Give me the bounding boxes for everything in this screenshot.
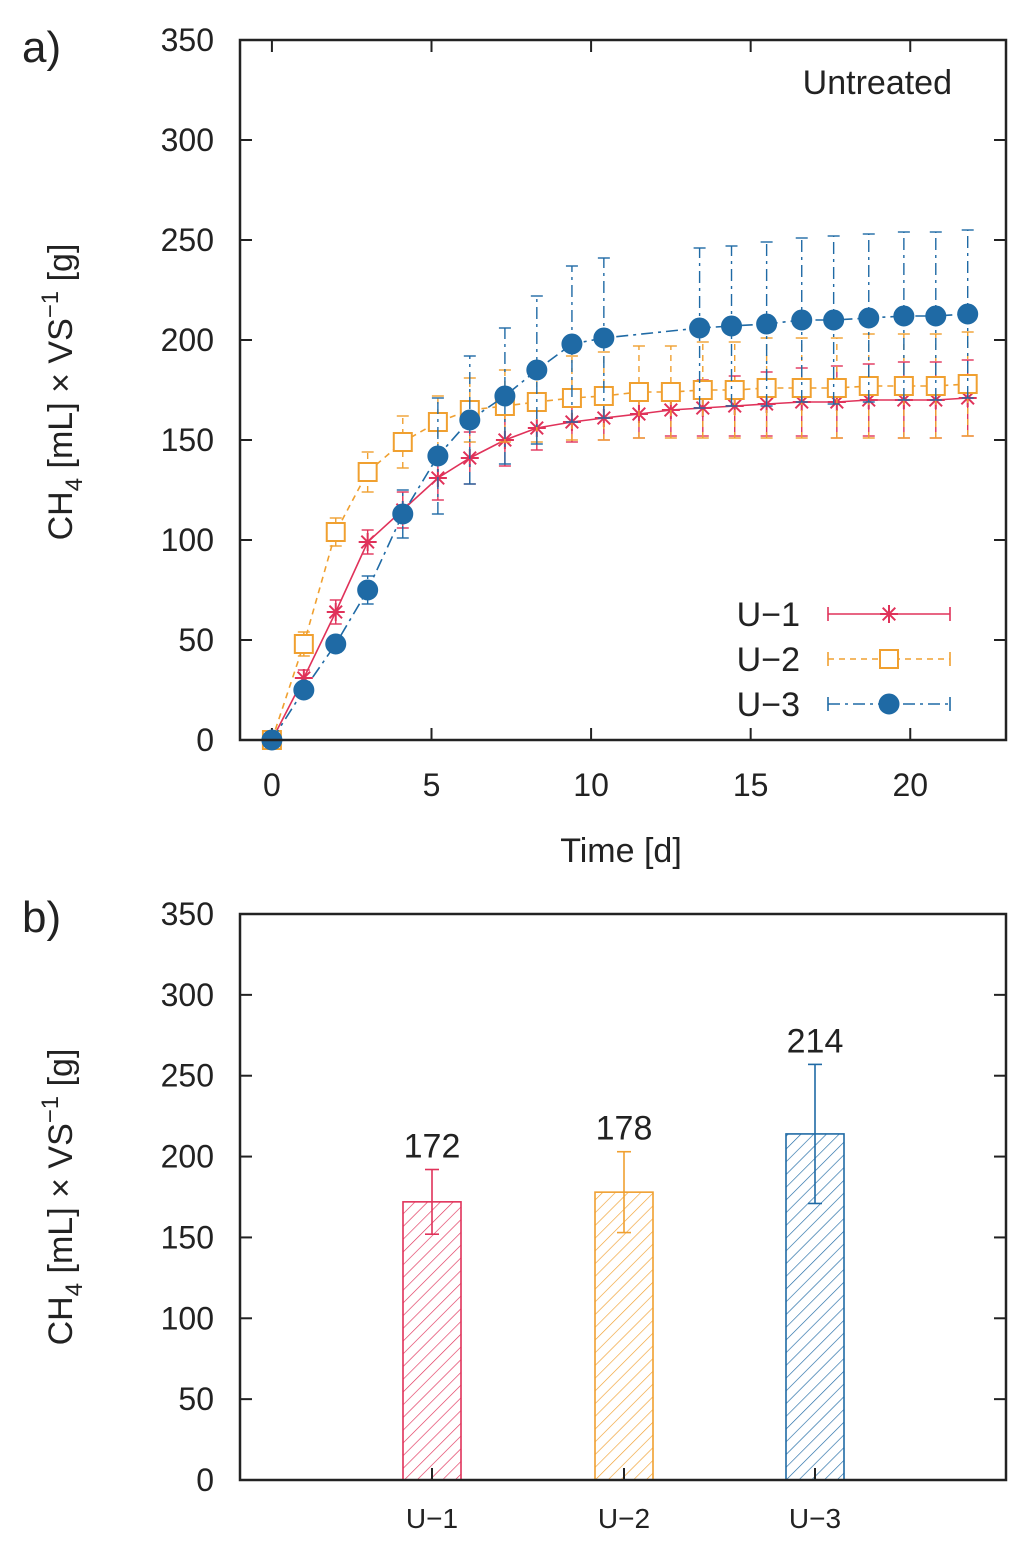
data-point (957, 303, 979, 325)
data-point (459, 409, 481, 431)
error-bar (463, 355, 476, 485)
panel-b-y-ticks: 0 50 100 150 200 250 300 350 (161, 896, 1006, 1498)
panel-b-y-axis-title: CH4 [mL] × VS−1 [g] (37, 1049, 88, 1346)
data-point (325, 633, 347, 655)
panel-b-bars: 172 U−1 178 U−2 214 U−3 (402, 1022, 845, 1534)
y-tick-label: 200 (161, 1139, 214, 1175)
bar-value-label: 172 (404, 1128, 461, 1166)
y-tick-label: 100 (161, 522, 214, 558)
legend-label: U−2 (737, 641, 800, 679)
y-tick-label: 300 (161, 122, 214, 158)
data-point (628, 382, 649, 402)
bar-group-u-1: 172 U−1 (402, 1128, 462, 1534)
data-point (293, 679, 315, 701)
data-point (357, 462, 378, 482)
y-tick-label: 350 (161, 896, 214, 932)
error-bar (396, 489, 409, 539)
bar-group-u-3: 214 U−3 (785, 1022, 845, 1534)
series-u-3 (261, 229, 979, 751)
y-tick-label: 50 (178, 622, 214, 658)
panel-a-plot-frame (238, 38, 1008, 742)
legend-label: U−1 (737, 596, 800, 634)
x-tick-label: U−1 (406, 1503, 458, 1534)
y-tick-label: 50 (178, 1381, 214, 1417)
panel-a-legend: U−1 U−2 U−3 (737, 596, 951, 724)
data-point (293, 634, 314, 654)
data-point (724, 380, 745, 400)
x-tick-label: 0 (263, 767, 281, 803)
y-tick-label: 0 (196, 722, 214, 758)
legend-entry-u-3: U−3 (737, 686, 951, 724)
bar-value-label: 178 (596, 1110, 653, 1148)
error-bar (361, 451, 374, 493)
data-point (427, 445, 449, 467)
panel-a-y-axis-title: CH4 [mL] × VS−1 [g] (37, 244, 88, 541)
data-point (357, 579, 379, 601)
data-point (392, 503, 414, 525)
error-bar (961, 331, 974, 437)
x-tick-label: 20 (892, 767, 928, 803)
legend-label: U−3 (737, 686, 800, 724)
error-bar (897, 333, 910, 439)
panel-b-bar-chart: b) 0 50 100 150 200 250 300 350 172 U−1 178 U−2 214… (22, 893, 1008, 1534)
series-line-u-1 (271, 397, 968, 741)
y-tick-label: 250 (161, 222, 214, 258)
data-point (858, 307, 880, 329)
legend-marker (880, 605, 898, 623)
data-point (721, 315, 743, 337)
x-tick-label: U−2 (598, 1503, 650, 1534)
y-tick-label: 300 (161, 977, 214, 1013)
error-bar (929, 333, 942, 439)
data-point (326, 603, 345, 621)
x-tick-label: 15 (733, 767, 769, 803)
data-point (325, 522, 346, 542)
data-point (823, 309, 845, 331)
series-line-u-2 (271, 383, 968, 741)
series-u-1 (262, 359, 977, 749)
legend-marker (879, 649, 899, 669)
bar-value-label: 214 (787, 1022, 844, 1060)
x-tick-label: 5 (423, 767, 441, 803)
panel-a-x-axis-title: Time [d] (560, 832, 682, 870)
legend-entry-u-1: U−1 (737, 596, 951, 634)
y-tick-label: 200 (161, 322, 214, 358)
panel-a-label: a) (22, 23, 61, 72)
data-point (494, 385, 516, 407)
panel-b-label: b) (22, 893, 61, 942)
y-tick-label: 0 (196, 1462, 214, 1498)
data-point (893, 305, 915, 327)
data-point (526, 359, 548, 381)
panel-a-line-chart: a) 0 50 100 150 200 250 300 350 0 5 10 15 20 Untrea… (22, 22, 1008, 870)
data-point (689, 317, 711, 339)
panel-b-plot-frame (238, 912, 1008, 1482)
panel-a-series (261, 229, 979, 751)
data-point (925, 305, 947, 327)
x-tick-label: 10 (573, 767, 609, 803)
data-point (756, 313, 778, 335)
panel-a-y-ticks: 0 50 100 150 200 250 300 350 (161, 22, 1006, 758)
y-tick-label: 350 (161, 22, 214, 58)
bar-u-1 (402, 1201, 462, 1481)
data-point (660, 382, 681, 402)
bar-u-2 (594, 1191, 654, 1481)
data-point (692, 380, 713, 400)
legend-entry-u-2: U−2 (737, 641, 951, 679)
data-point (358, 533, 377, 551)
panel-a-x-ticks: 0 5 10 15 20 (263, 40, 928, 803)
y-tick-label: 150 (161, 1219, 214, 1255)
data-point (561, 333, 583, 355)
y-tick-label: 250 (161, 1058, 214, 1094)
data-point (593, 327, 615, 349)
x-tick-label: U−3 (789, 1503, 841, 1534)
data-point (791, 309, 813, 331)
data-point (392, 432, 413, 452)
error-bar (530, 295, 543, 445)
data-point (826, 378, 847, 398)
panel-a-annotation: Untreated (803, 64, 952, 102)
y-tick-label: 150 (161, 422, 214, 458)
legend-marker (878, 693, 900, 715)
bar-group-u-2: 178 U−2 (594, 1110, 654, 1534)
y-tick-label: 100 (161, 1300, 214, 1336)
